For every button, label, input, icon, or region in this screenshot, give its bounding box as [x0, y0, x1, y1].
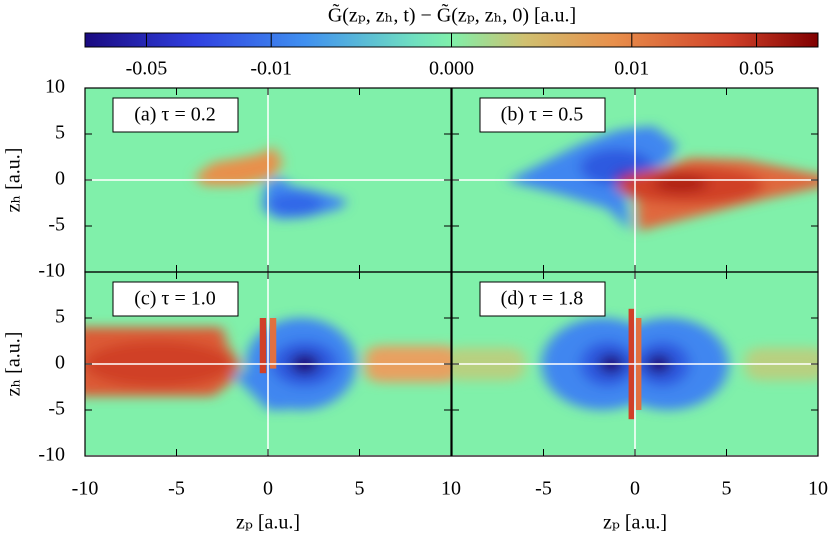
- panel-label-box: [479, 97, 606, 133]
- colorbar-title: G̃(zₚ, zₕ, t) − G̃(zₚ, zₕ, 0) [a.u.]: [328, 3, 576, 27]
- y-tick-label: -10: [38, 260, 65, 282]
- colorbar-tick-label: 0.000: [429, 58, 474, 80]
- x-tick-label: 0: [263, 478, 273, 500]
- x-tick-label: 5: [722, 478, 732, 500]
- y-tick-label: 0: [55, 168, 65, 190]
- panel-label-box: [112, 97, 239, 133]
- colorbar-tick-label: 0.01: [614, 58, 649, 80]
- y-tick-label: 0: [55, 352, 65, 374]
- panel-label: (c) τ = 1.0: [134, 288, 216, 310]
- y-axis-label: zₕ [a.u.]: [3, 332, 25, 397]
- x-tick-label: -5: [535, 478, 552, 500]
- panel-label: (b) τ = 0.5: [501, 104, 584, 126]
- y-tick-label: -10: [38, 444, 65, 466]
- x-tick-label: 10: [808, 478, 828, 500]
- colorbar-tick-label: -0.05: [126, 58, 168, 80]
- panel-label: (d) τ = 1.8: [501, 288, 584, 310]
- x-tick-label: -5: [168, 478, 185, 500]
- x-tick-label: -10: [72, 478, 99, 500]
- y-tick-label: 5: [55, 122, 65, 144]
- y-tick-label: 10: [45, 76, 65, 98]
- colorbar-tick-label: -0.01: [250, 58, 292, 80]
- y-tick-label: -5: [48, 398, 65, 420]
- x-axis-label: zₚ [a.u.]: [603, 512, 667, 534]
- y-tick-label: 5: [55, 306, 65, 328]
- heatmap-field: [194, 146, 347, 220]
- y-axis-label: zₕ [a.u.]: [3, 148, 25, 213]
- x-tick-label: 10: [441, 478, 461, 500]
- x-tick-label: 0: [630, 478, 640, 500]
- y-tick-label: -5: [48, 214, 65, 236]
- panel-label-box: [112, 281, 239, 317]
- x-axis-label: zₚ [a.u.]: [236, 512, 300, 534]
- panel-label: (a) τ = 0.2: [134, 104, 216, 126]
- x-tick-label: 5: [355, 478, 365, 500]
- colorbar-tick-label: 0.05: [739, 58, 774, 80]
- panel-label-box: [479, 281, 606, 317]
